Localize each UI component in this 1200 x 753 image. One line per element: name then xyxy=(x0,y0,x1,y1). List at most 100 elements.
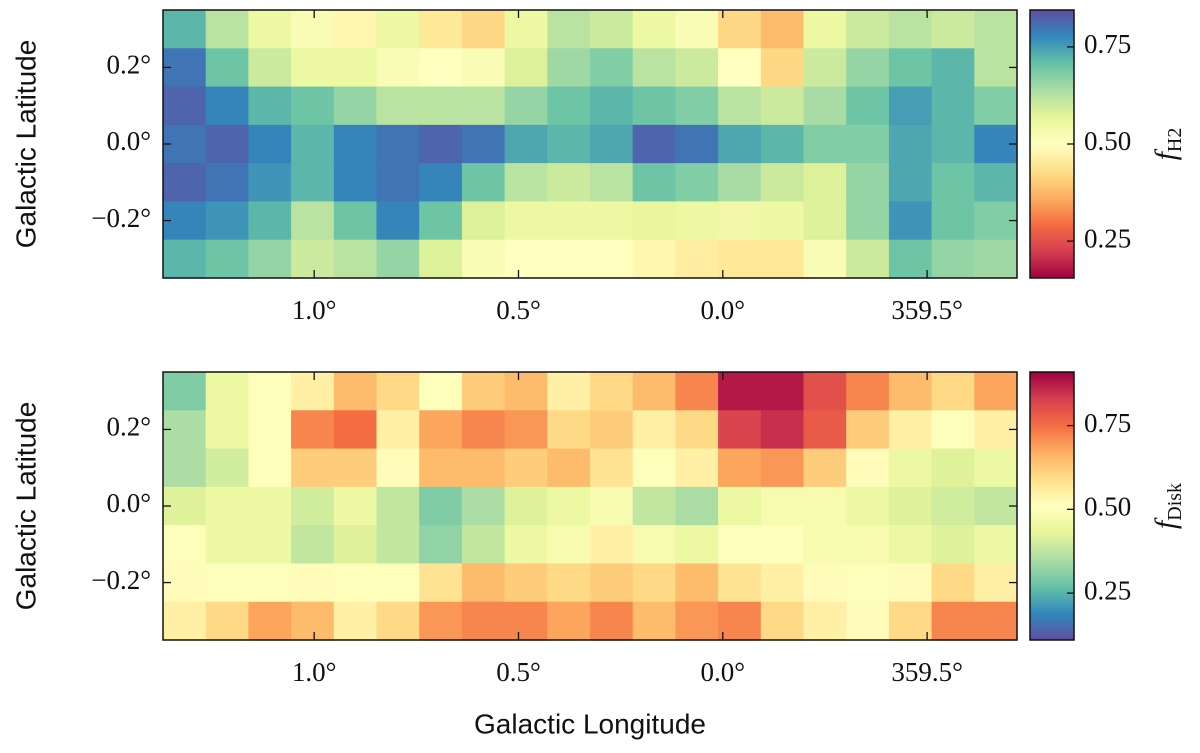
heat-cell xyxy=(376,601,420,641)
heat-cell xyxy=(163,163,207,203)
heat-cell xyxy=(504,86,548,126)
heat-cell xyxy=(547,448,591,488)
heat-cell xyxy=(760,10,805,49)
heat-cell xyxy=(419,410,463,450)
heat-cell xyxy=(547,48,591,88)
heat-cell xyxy=(632,124,676,164)
heat-cell xyxy=(547,163,591,203)
heat-cell xyxy=(675,163,719,203)
heat-cell xyxy=(461,239,506,279)
heat-cell xyxy=(376,48,420,88)
heat-cell xyxy=(291,48,335,88)
heat-cell xyxy=(590,239,634,279)
heat-cell xyxy=(248,10,292,49)
heat-cell xyxy=(803,372,847,411)
heat-cell xyxy=(333,86,378,126)
heat-cell xyxy=(461,410,506,450)
heat-cell xyxy=(803,410,847,450)
y-tick-label: 0.2° xyxy=(106,50,151,80)
heat-cell xyxy=(333,448,378,488)
x-tick-label: 0.5° xyxy=(496,295,541,325)
heat-cell xyxy=(590,410,634,450)
heat-cell xyxy=(205,124,249,164)
heat-cell xyxy=(547,601,591,641)
heat-cell xyxy=(675,48,719,88)
heat-cell xyxy=(632,372,676,411)
heat-cell xyxy=(504,410,548,450)
heat-cell xyxy=(291,124,335,164)
heat-cell xyxy=(547,10,591,49)
heat-cell xyxy=(376,86,420,126)
heat-cell xyxy=(376,486,420,526)
heat-cell xyxy=(291,563,335,603)
heat-cell xyxy=(974,601,1018,641)
heat-cell xyxy=(333,201,378,241)
heat-cell xyxy=(888,410,933,450)
heat-cell xyxy=(760,601,805,641)
heat-cell xyxy=(333,372,378,411)
heat-cell xyxy=(248,372,292,411)
heat-cell xyxy=(547,201,591,241)
heat-cell xyxy=(931,124,975,164)
heat-cell xyxy=(547,410,591,450)
heat-cell xyxy=(803,48,847,88)
heat-cell xyxy=(163,448,207,488)
heat-cell xyxy=(760,525,805,565)
heat-cell xyxy=(931,201,975,241)
heat-cell xyxy=(504,48,548,88)
heat-cell xyxy=(888,10,933,49)
heat-cell xyxy=(461,48,506,88)
heat-cell xyxy=(675,448,719,488)
heat-cell xyxy=(333,410,378,450)
heat-cell xyxy=(291,601,335,641)
heat-cell xyxy=(675,525,719,565)
heat-cell xyxy=(632,48,676,88)
colorbar-tick-label: 0.25 xyxy=(1084,575,1131,605)
heat-cell xyxy=(846,201,890,241)
heat-cell xyxy=(974,10,1018,49)
heat-cell xyxy=(248,410,292,450)
x-tick-label: 1.0° xyxy=(292,657,337,687)
heat-cell xyxy=(547,563,591,603)
heat-cell xyxy=(419,239,463,279)
heat-cell xyxy=(461,601,506,641)
heat-cell xyxy=(248,563,292,603)
heat-cell xyxy=(248,525,292,565)
heat-cell xyxy=(504,163,548,203)
heat-cell xyxy=(590,86,634,126)
heat-cell xyxy=(931,10,975,49)
heat-cell xyxy=(718,410,762,450)
heat-cell xyxy=(333,563,378,603)
heat-cell xyxy=(846,601,890,641)
x-tick-label: 0.5° xyxy=(496,657,541,687)
heat-cell xyxy=(888,239,933,279)
heat-cell xyxy=(461,163,506,203)
heat-cell xyxy=(718,448,762,488)
heat-cell xyxy=(675,10,719,49)
heat-cell xyxy=(461,201,506,241)
heat-cell xyxy=(803,163,847,203)
heat-cell xyxy=(547,372,591,411)
heat-cell xyxy=(888,124,933,164)
heat-cell xyxy=(632,86,676,126)
heat-cell xyxy=(205,86,249,126)
heat-cell xyxy=(419,124,463,164)
heat-cell xyxy=(846,10,890,49)
heat-cell xyxy=(760,124,805,164)
heat-cell xyxy=(718,163,762,203)
heat-cell xyxy=(888,48,933,88)
heat-cell xyxy=(760,448,805,488)
colorbar-label: fH2 xyxy=(1149,128,1186,161)
heat-cell xyxy=(760,163,805,203)
heat-cell xyxy=(974,239,1018,279)
x-tick-label: 0.0° xyxy=(701,657,746,687)
heat-cell xyxy=(163,525,207,565)
heat-cell xyxy=(846,86,890,126)
heat-cell xyxy=(205,563,249,603)
heat-cell xyxy=(846,410,890,450)
heat-cell xyxy=(333,10,378,49)
heat-cell xyxy=(376,372,420,411)
heat-cell xyxy=(632,410,676,450)
y-tick-label: 0.0° xyxy=(106,126,151,156)
